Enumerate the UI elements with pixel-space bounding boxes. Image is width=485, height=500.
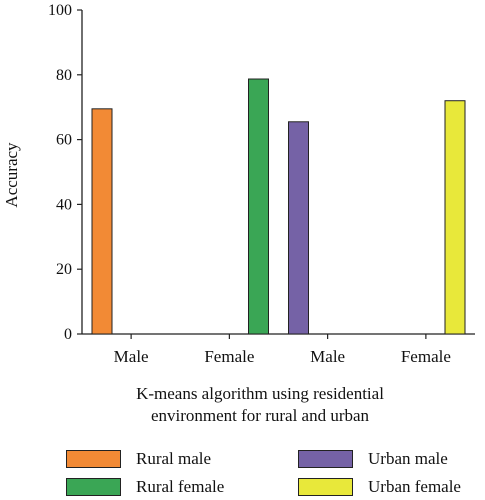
legend-item-urban-male: Urban male: [298, 449, 466, 469]
x-tick-label: Male: [114, 347, 149, 366]
legend-label: Rural male: [136, 449, 212, 468]
axes: [77, 9, 475, 339]
x-tick-label: Male: [310, 347, 345, 366]
legend: Rural male Urban male Rural female Urban…: [66, 449, 466, 497]
bar-chart: 0 20 40 60 80 100 Male Female Male Female Accurac…: [2, 2, 475, 366]
bars: [91, 78, 466, 335]
legend-item-urban-female: Urban female: [298, 477, 466, 497]
legend-swatch-urban-female: [298, 478, 353, 496]
x-axis-label: K-means algorithm using residential envi…: [95, 383, 425, 427]
legend-label: Urban female: [368, 477, 461, 496]
y-tick-label: 100: [48, 2, 72, 19]
legend-label: Urban male: [368, 449, 448, 468]
legend-swatch-rural-female: [66, 478, 121, 496]
legend-swatch-urban-male: [298, 450, 353, 468]
legend-label: Rural female: [136, 477, 225, 496]
y-tick-label: 0: [64, 326, 72, 343]
y-tick-label: 80: [56, 67, 72, 84]
x-axis-label-line-2: environment for rural and urban: [150, 406, 370, 425]
x-tick-label: Female: [401, 347, 451, 366]
x-tick-label: Female: [204, 347, 254, 366]
x-axis-label-line-1: K-means algorithm using residential: [136, 384, 384, 403]
y-tick-label: 40: [56, 196, 72, 213]
y-axis-label: Accuracy: [2, 142, 21, 208]
y-tick-label: 20: [56, 261, 72, 278]
legend-item-rural-male: Rural male: [66, 449, 298, 469]
legend-item-rural-female: Rural female: [66, 477, 298, 497]
bar-rural-male: [91, 108, 113, 335]
bar-rural-female: [248, 78, 269, 335]
tick-labels: 0 20 40 60 80 100 Male Female Male Female: [48, 2, 451, 366]
legend-swatch-rural-male: [66, 450, 121, 468]
bar-urban-female: [444, 100, 466, 335]
bar-urban-male: [288, 121, 309, 335]
y-tick-label: 60: [56, 132, 72, 149]
